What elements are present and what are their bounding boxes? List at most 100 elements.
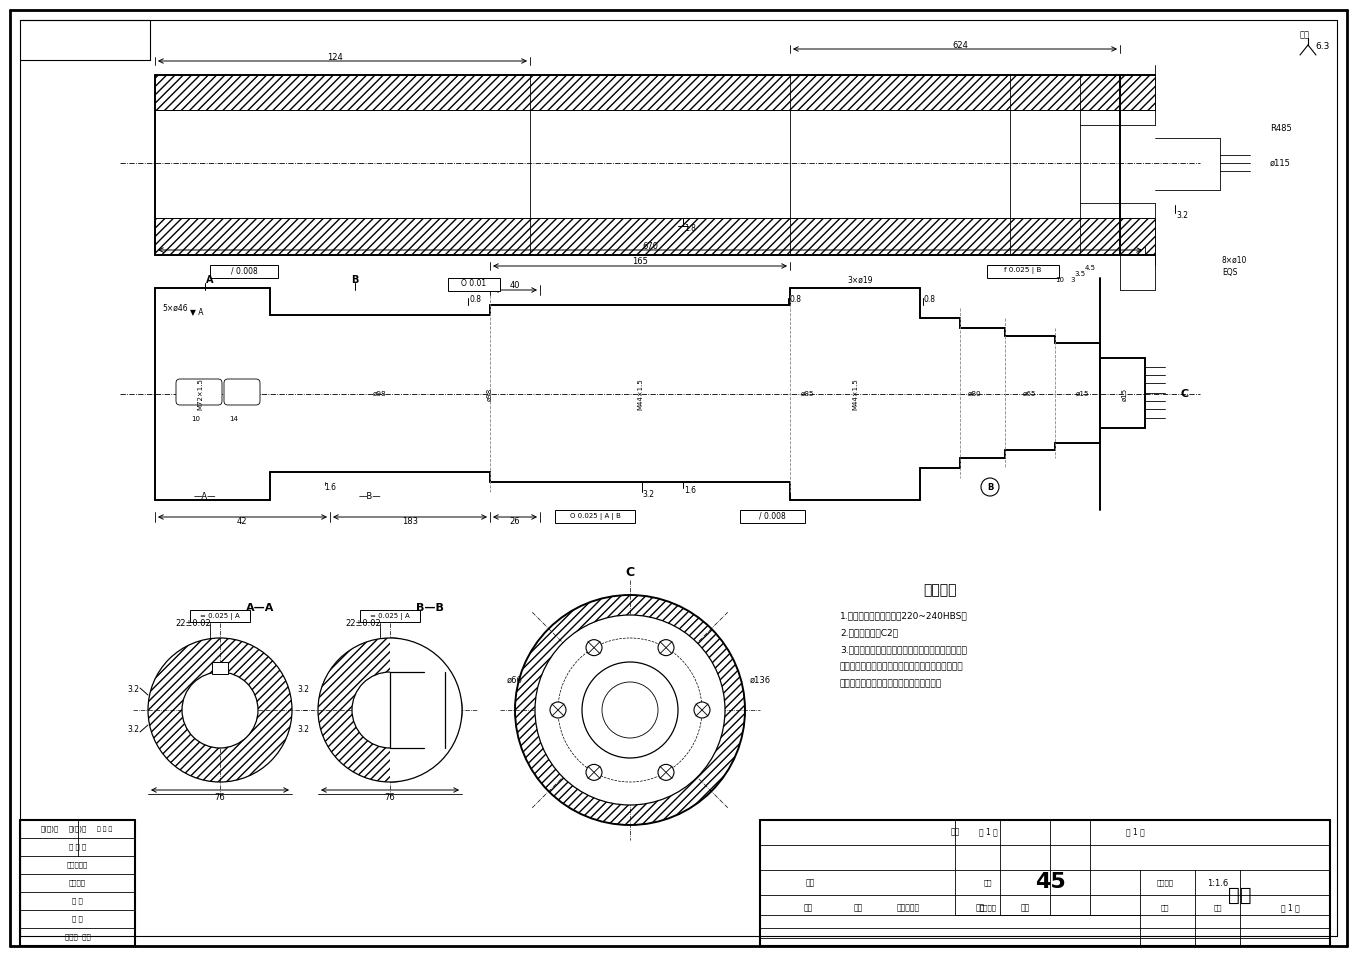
Text: 42: 42 bbox=[236, 517, 247, 527]
Text: 图样标记: 图样标记 bbox=[1156, 880, 1174, 886]
Text: 8×ø10: 8×ø10 bbox=[1223, 255, 1247, 265]
Text: 1.6: 1.6 bbox=[684, 486, 696, 494]
Text: 响性能、寿命或外观的碰碰、划伤等缺陷。: 响性能、寿命或外观的碰碰、划伤等缺陷。 bbox=[840, 680, 942, 688]
Text: A: A bbox=[206, 275, 214, 285]
Text: ø15: ø15 bbox=[1122, 387, 1128, 401]
Text: 0.8: 0.8 bbox=[924, 294, 936, 303]
Text: f 0.025 | B: f 0.025 | B bbox=[1004, 268, 1042, 274]
Text: 10: 10 bbox=[191, 416, 201, 422]
Text: 0.8: 0.8 bbox=[788, 294, 801, 303]
Text: 比例: 比例 bbox=[1213, 904, 1223, 911]
Text: 主轴: 主轴 bbox=[1228, 885, 1251, 904]
Text: 第 1 张: 第 1 张 bbox=[1125, 828, 1144, 836]
Text: 3.5: 3.5 bbox=[1075, 271, 1086, 277]
FancyBboxPatch shape bbox=[360, 610, 421, 622]
FancyBboxPatch shape bbox=[210, 265, 278, 278]
Text: ø66: ø66 bbox=[508, 676, 522, 684]
Text: 更改文件号: 更改文件号 bbox=[897, 903, 920, 912]
Text: 签 字: 签 字 bbox=[72, 916, 83, 923]
Text: ø65: ø65 bbox=[1023, 391, 1037, 397]
Text: 624: 624 bbox=[953, 40, 968, 50]
Text: 45: 45 bbox=[1034, 872, 1065, 892]
Text: ø115: ø115 bbox=[1270, 159, 1291, 167]
Text: —A—: —A— bbox=[194, 491, 216, 501]
Text: 1.6: 1.6 bbox=[324, 483, 337, 491]
Circle shape bbox=[658, 765, 674, 780]
Circle shape bbox=[693, 702, 710, 718]
Text: ø98: ø98 bbox=[487, 387, 493, 401]
Text: B: B bbox=[987, 483, 993, 491]
Text: 审(图)批: 审(图)批 bbox=[41, 826, 60, 833]
Text: 4.5: 4.5 bbox=[1084, 265, 1095, 271]
Circle shape bbox=[148, 638, 292, 782]
Text: 重量: 重量 bbox=[1160, 904, 1170, 911]
FancyBboxPatch shape bbox=[448, 278, 499, 291]
Text: 设计: 设计 bbox=[805, 879, 814, 887]
Text: 共 1 张: 共 1 张 bbox=[1281, 903, 1300, 912]
Text: 1.调制处理后表面硬度为220~240HBS；: 1.调制处理后表面硬度为220~240HBS； bbox=[840, 612, 968, 620]
FancyBboxPatch shape bbox=[212, 662, 228, 674]
Text: 3.2: 3.2 bbox=[642, 489, 654, 498]
FancyBboxPatch shape bbox=[190, 610, 250, 622]
Text: 共 1 张: 共 1 张 bbox=[978, 828, 997, 836]
Text: 日期: 日期 bbox=[1020, 903, 1030, 912]
Text: 年 生 记: 年 生 记 bbox=[98, 826, 113, 832]
Text: B—B: B—B bbox=[417, 603, 444, 613]
Text: / 0.008: / 0.008 bbox=[231, 267, 258, 275]
Circle shape bbox=[318, 638, 461, 782]
Text: 14: 14 bbox=[229, 416, 239, 422]
Text: 审核员  日期: 审核员 日期 bbox=[65, 934, 91, 941]
Text: 0.8: 0.8 bbox=[470, 294, 480, 303]
Text: 22±0.02: 22±0.02 bbox=[175, 619, 210, 627]
Polygon shape bbox=[155, 75, 1155, 110]
Text: R485: R485 bbox=[1270, 123, 1292, 133]
FancyBboxPatch shape bbox=[740, 510, 805, 523]
Circle shape bbox=[550, 702, 566, 718]
Text: 取必要的支撑、保护措施，加工面不允许有损结和影: 取必要的支撑、保护措施，加工面不允许有损结和影 bbox=[840, 663, 963, 671]
Text: 3.2: 3.2 bbox=[128, 726, 138, 734]
Text: 124: 124 bbox=[327, 53, 343, 61]
Text: 76: 76 bbox=[214, 793, 225, 802]
Text: 3.2: 3.2 bbox=[128, 685, 138, 694]
FancyBboxPatch shape bbox=[987, 265, 1058, 278]
Circle shape bbox=[658, 640, 674, 656]
Text: M44×1.5: M44×1.5 bbox=[636, 379, 643, 410]
Text: 技术要求: 技术要求 bbox=[923, 583, 957, 597]
Text: 量 字: 量 字 bbox=[72, 898, 83, 904]
Text: 10: 10 bbox=[1056, 277, 1064, 283]
Text: / 0.008: / 0.008 bbox=[759, 511, 786, 520]
Text: O 0.025 | A | B: O 0.025 | A | B bbox=[570, 512, 620, 519]
Text: 2.未注倒角均为C2；: 2.未注倒角均为C2； bbox=[840, 628, 898, 638]
Text: O 0.01: O 0.01 bbox=[461, 279, 487, 289]
Text: 底图品号: 底图品号 bbox=[69, 880, 85, 886]
Text: 26: 26 bbox=[510, 517, 520, 527]
Text: EQS: EQS bbox=[1223, 268, 1238, 276]
Text: = 0.025 | A: = 0.025 | A bbox=[370, 613, 410, 619]
FancyBboxPatch shape bbox=[224, 379, 261, 405]
Text: 3.2: 3.2 bbox=[297, 685, 309, 694]
Text: ø15: ø15 bbox=[1076, 391, 1090, 397]
Text: 标记: 标记 bbox=[803, 903, 813, 912]
Text: 日期: 日期 bbox=[950, 828, 959, 836]
Text: C: C bbox=[1181, 389, 1189, 399]
FancyBboxPatch shape bbox=[176, 379, 223, 405]
Text: M44×1.5: M44×1.5 bbox=[852, 379, 858, 410]
Text: 责任: 责任 bbox=[984, 880, 992, 886]
Text: 40: 40 bbox=[510, 281, 520, 291]
Text: A—A: A—A bbox=[246, 603, 274, 613]
Text: 183: 183 bbox=[402, 517, 418, 527]
Text: 165: 165 bbox=[632, 257, 647, 267]
Circle shape bbox=[586, 765, 603, 780]
Text: 3.2: 3.2 bbox=[1177, 210, 1187, 220]
Text: 670: 670 bbox=[642, 242, 658, 250]
Text: 3: 3 bbox=[1071, 277, 1075, 283]
Circle shape bbox=[516, 595, 745, 825]
Polygon shape bbox=[155, 218, 1155, 255]
Text: 旧底图品号: 旧底图品号 bbox=[66, 861, 88, 868]
Text: 审(图)批: 审(图)批 bbox=[68, 826, 87, 833]
Text: ø85: ø85 bbox=[801, 391, 814, 397]
Text: M72×1.5: M72×1.5 bbox=[197, 378, 204, 410]
Text: 1.8: 1.8 bbox=[684, 224, 696, 232]
Text: 签字: 签字 bbox=[976, 903, 985, 912]
Text: ø80: ø80 bbox=[968, 391, 982, 397]
